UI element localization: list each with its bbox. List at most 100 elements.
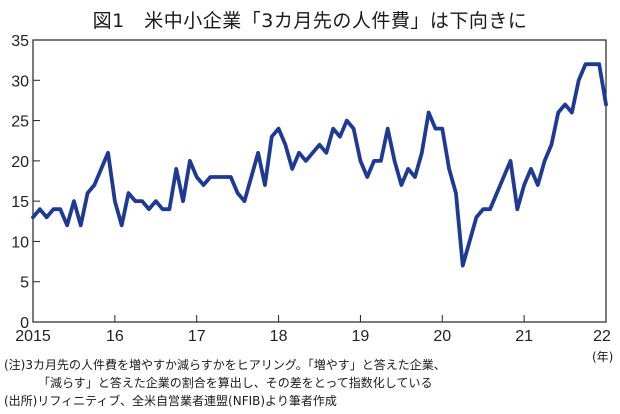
data-points bbox=[31, 62, 608, 268]
data-point bbox=[372, 159, 376, 163]
y-tick-label: 5 bbox=[20, 275, 29, 292]
data-point bbox=[147, 207, 151, 211]
data-point bbox=[393, 159, 397, 163]
data-point bbox=[161, 207, 165, 211]
data-point bbox=[440, 127, 444, 131]
data-point bbox=[195, 175, 199, 179]
data-point bbox=[509, 159, 512, 163]
x-tick-label: 22 bbox=[593, 328, 611, 345]
x-tick-label: 2015 bbox=[15, 328, 51, 345]
data-point bbox=[120, 223, 124, 227]
data-point bbox=[543, 159, 547, 163]
data-point bbox=[386, 127, 390, 131]
data-point bbox=[31, 215, 35, 219]
data-point bbox=[106, 151, 110, 155]
x-tick-label: 21 bbox=[515, 328, 533, 345]
series-line bbox=[31, 62, 608, 268]
data-point bbox=[529, 167, 533, 171]
data-point bbox=[72, 199, 76, 203]
data-point bbox=[481, 207, 485, 211]
data-point bbox=[352, 127, 356, 131]
data-point bbox=[127, 191, 130, 195]
y-tick-label: 30 bbox=[11, 73, 29, 90]
data-point bbox=[270, 135, 274, 139]
data-point bbox=[140, 199, 144, 203]
data-point bbox=[577, 78, 581, 82]
data-point bbox=[79, 223, 83, 227]
data-point bbox=[174, 167, 178, 171]
data-point bbox=[113, 199, 117, 203]
data-point bbox=[468, 239, 472, 243]
x-tick-label: 17 bbox=[188, 328, 206, 345]
data-point bbox=[536, 183, 540, 187]
data-point bbox=[522, 183, 526, 187]
data-point bbox=[277, 127, 281, 131]
data-point bbox=[324, 151, 328, 155]
data-point bbox=[236, 191, 240, 195]
data-point bbox=[99, 167, 103, 171]
data-point bbox=[345, 119, 349, 123]
data-point bbox=[515, 207, 519, 211]
data-point bbox=[604, 102, 608, 106]
data-point bbox=[549, 143, 553, 147]
y-tick-label: 0 bbox=[20, 315, 29, 332]
data-point bbox=[222, 175, 226, 179]
y-tick-label: 25 bbox=[11, 114, 29, 131]
y-tick-label: 20 bbox=[11, 154, 29, 171]
data-point bbox=[229, 175, 233, 179]
data-point bbox=[413, 175, 417, 179]
data-point bbox=[597, 62, 601, 66]
data-point bbox=[420, 151, 424, 155]
footnote-line-2: 「減らす」と答えた企業の割合を算出し、その差をとって指数化している bbox=[38, 376, 433, 390]
data-point bbox=[318, 143, 321, 147]
data-point bbox=[242, 199, 246, 203]
data-point bbox=[584, 62, 588, 66]
data-point bbox=[86, 191, 90, 195]
data-point bbox=[290, 167, 294, 171]
data-point bbox=[502, 175, 506, 179]
data-point bbox=[249, 175, 253, 179]
x-tick-label: 19 bbox=[352, 328, 370, 345]
data-point bbox=[563, 102, 567, 106]
data-point bbox=[331, 127, 335, 131]
data-point bbox=[65, 223, 69, 227]
data-point bbox=[379, 159, 383, 163]
data-point bbox=[454, 191, 458, 195]
plot-frame bbox=[32, 39, 607, 323]
data-point bbox=[181, 199, 185, 203]
data-point bbox=[311, 151, 315, 155]
data-point bbox=[461, 264, 465, 268]
x-tick-label: 20 bbox=[433, 328, 451, 345]
data-point bbox=[38, 207, 42, 211]
data-point bbox=[45, 215, 49, 219]
data-point bbox=[358, 159, 362, 163]
data-point bbox=[590, 62, 594, 66]
data-point bbox=[570, 111, 574, 115]
data-point bbox=[406, 167, 410, 171]
data-point bbox=[202, 183, 206, 187]
data-point bbox=[495, 191, 499, 195]
data-point bbox=[297, 151, 301, 155]
data-point bbox=[263, 183, 267, 187]
data-point bbox=[399, 183, 403, 187]
data-point bbox=[256, 151, 260, 155]
y-axis: 0 5 10 15 20 25 30 35 bbox=[11, 33, 40, 332]
y-tick-label: 35 bbox=[11, 33, 29, 50]
data-point bbox=[133, 199, 137, 203]
data-point bbox=[427, 111, 431, 115]
data-point bbox=[474, 215, 478, 219]
data-point bbox=[338, 135, 342, 139]
data-point bbox=[154, 199, 158, 203]
data-point bbox=[433, 127, 437, 131]
data-point bbox=[556, 111, 560, 115]
y-tick-label: 10 bbox=[11, 234, 29, 251]
data-point bbox=[365, 175, 369, 179]
data-point bbox=[167, 207, 171, 211]
footnote-line-1: (注)3カ月先の人件費を増やすか減らすかをヒアリング。「増やす」と答えた企業、 bbox=[4, 358, 446, 372]
data-point bbox=[488, 207, 492, 211]
data-point bbox=[58, 207, 62, 211]
source-note: (出所)リフィニティブ、全米自営業者連盟(NFIB)より筆者作成 bbox=[4, 394, 337, 408]
x-tick-label: 18 bbox=[270, 328, 288, 345]
data-point bbox=[208, 175, 212, 179]
data-point bbox=[304, 159, 308, 163]
